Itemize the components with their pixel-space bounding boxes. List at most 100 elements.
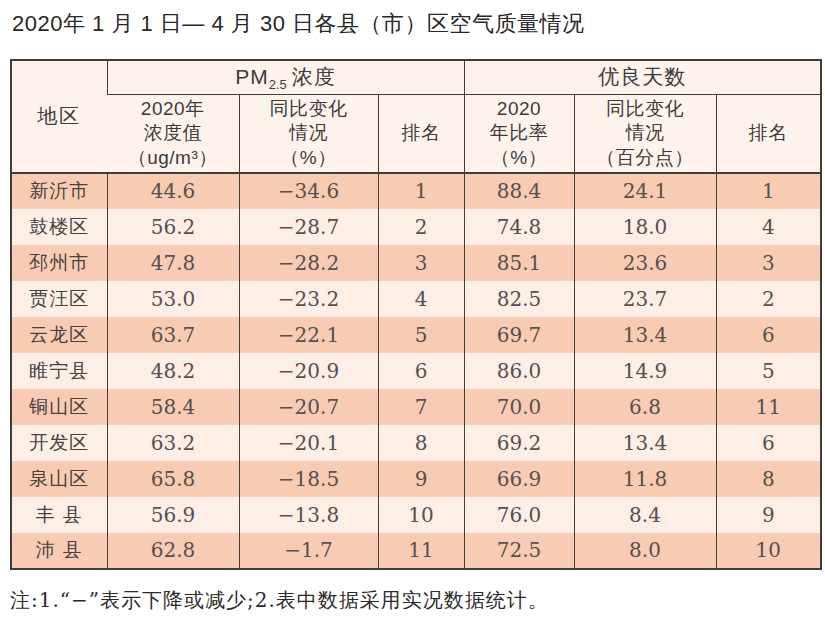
gooddays-ratio-cell: 82.5 (464, 281, 574, 317)
gooddays-rank-cell: 9 (716, 497, 821, 533)
header-line: 情况 (575, 121, 716, 145)
table-row: 沛 县 62.8 −1.7 11 72.5 8.0 10 (11, 533, 821, 569)
region-cell: 云龙区 (11, 317, 107, 353)
header-line: 2020 (465, 97, 574, 121)
table-row: 邳州市 47.8 −28.2 3 85.1 23.6 3 (11, 245, 821, 281)
gooddays-rank-cell: 10 (716, 533, 821, 569)
gooddays-change-cell: 23.7 (574, 281, 716, 317)
pm25-rank-cell: 3 (378, 245, 464, 281)
pm25-change-cell: −23.2 (239, 281, 378, 317)
table-row: 鼓楼区 56.2 −28.7 2 74.8 18.0 4 (11, 209, 821, 245)
region-cell: 开发区 (11, 425, 107, 461)
pm25-value-cell: 47.8 (107, 245, 239, 281)
region-cell: 新沂市 (11, 173, 107, 209)
pm25-rank-cell: 2 (378, 209, 464, 245)
pm25-value-cell: 53.0 (107, 281, 239, 317)
header-line: （百分点） (575, 146, 716, 170)
region-cell: 邳州市 (11, 245, 107, 281)
table-row: 新沂市 44.6 −34.6 1 88.4 24.1 1 (11, 173, 821, 209)
header-line: 浓度值 (107, 121, 239, 145)
pm25-rank-cell: 10 (378, 497, 464, 533)
gooddays-rank-cell: 2 (716, 281, 821, 317)
gooddays-change-cell: 8.0 (574, 533, 716, 569)
gooddays-change-cell: 23.6 (574, 245, 716, 281)
pm25-rank-cell: 9 (378, 461, 464, 497)
gooddays-rank-cell: 8 (716, 461, 821, 497)
pm25-change-cell: −1.7 (239, 533, 378, 569)
region-cell: 铜山区 (11, 389, 107, 425)
pm25-value-cell: 65.8 (107, 461, 239, 497)
gooddays-change-cell: 24.1 (574, 173, 716, 209)
gooddays-ratio-cell: 74.8 (464, 209, 574, 245)
gooddays-change-cell: 14.9 (574, 353, 716, 389)
pm25-change-cell: −22.1 (239, 317, 378, 353)
pm25-value-cell: 56.9 (107, 497, 239, 533)
gooddays-rank-cell: 6 (716, 317, 821, 353)
header-group-row: 地区 PM2.5浓度 优良天数 (11, 60, 821, 95)
pm25-label-suffix: 浓度 (292, 65, 336, 88)
region-cell: 鼓楼区 (11, 209, 107, 245)
header-line: （%） (240, 146, 378, 170)
gooddays-ratio-cell: 85.1 (464, 245, 574, 281)
pm25-value-cell: 48.2 (107, 353, 239, 389)
pm25-change-cell: −34.6 (239, 173, 378, 209)
pm25-change-cell: −28.2 (239, 245, 378, 281)
gooddays-ratio-cell: 66.9 (464, 461, 574, 497)
pm25-change-cell: −28.7 (239, 209, 378, 245)
header-line: （ug/m³） (107, 146, 239, 170)
document-page: 2020年 1 月 1 日— 4 月 30 日各县（市）区空气质量情况 地区 P… (0, 0, 825, 620)
table-row: 云龙区 63.7 −22.1 5 69.7 13.4 6 (11, 317, 821, 353)
page-title: 2020年 1 月 1 日— 4 月 30 日各县（市）区空气质量情况 (12, 9, 818, 39)
col-header-pm25-value: 2020年 浓度值 （ug/m³） (107, 95, 239, 173)
gooddays-ratio-cell: 69.7 (464, 317, 574, 353)
air-quality-table: 地区 PM2.5浓度 优良天数 2020年 浓度值 （ug/m³） 同比变化 情… (10, 59, 822, 570)
col-header-gooddays-rank: 排名 (716, 95, 821, 173)
gooddays-ratio-cell: 86.0 (464, 353, 574, 389)
gooddays-change-cell: 8.4 (574, 497, 716, 533)
table-row: 泉山区 65.8 −18.5 9 66.9 11.8 8 (11, 461, 821, 497)
pm25-label-subscript: 2.5 (269, 77, 287, 92)
gooddays-change-cell: 6.8 (574, 389, 716, 425)
col-header-gooddays-change: 同比变化 情况 （百分点） (574, 95, 716, 173)
pm25-value-cell: 63.2 (107, 425, 239, 461)
gooddays-change-cell: 11.8 (574, 461, 716, 497)
header-sub-row: 2020年 浓度值 （ug/m³） 同比变化 情况 （%） 排名 2020 年比… (11, 95, 821, 173)
header-line: 年比率 (465, 121, 574, 145)
gooddays-rank-cell: 11 (716, 389, 821, 425)
pm25-value-cell: 58.4 (107, 389, 239, 425)
gooddays-ratio-cell: 88.4 (464, 173, 574, 209)
table-row: 贾汪区 53.0 −23.2 4 82.5 23.7 2 (11, 281, 821, 317)
table-row: 铜山区 58.4 −20.7 7 70.0 6.8 11 (11, 389, 821, 425)
pm25-rank-cell: 1 (378, 173, 464, 209)
region-cell: 泉山区 (11, 461, 107, 497)
header-line: 排名 (717, 121, 821, 145)
col-group-pm25: PM2.5 浓度 (107, 60, 464, 95)
pm25-change-cell: −13.8 (239, 497, 378, 533)
pm25-value-cell: 44.6 (107, 173, 239, 209)
header-line: （%） (465, 146, 574, 170)
pm25-label-prefix: PM (235, 65, 269, 88)
pm25-value-cell: 63.7 (107, 317, 239, 353)
pm25-rank-cell: 6 (378, 353, 464, 389)
gooddays-rank-cell: 1 (716, 173, 821, 209)
col-header-pm25-rank: 排名 (378, 95, 464, 173)
gooddays-ratio-cell: 76.0 (464, 497, 574, 533)
gooddays-ratio-cell: 70.0 (464, 389, 574, 425)
table-row: 丰 县 56.9 −13.8 10 76.0 8.4 9 (11, 497, 821, 533)
pm25-change-cell: −20.9 (239, 353, 378, 389)
pm25-rank-cell: 8 (378, 425, 464, 461)
region-cell: 睢宁县 (11, 353, 107, 389)
gooddays-change-cell: 13.4 (574, 317, 716, 353)
header-line: 排名 (379, 121, 464, 145)
gooddays-change-cell: 13.4 (574, 425, 716, 461)
region-cell: 沛 县 (11, 533, 107, 569)
header-line: 同比变化 (240, 97, 378, 121)
pm25-value-cell: 62.8 (107, 533, 239, 569)
table-row: 睢宁县 48.2 −20.9 6 86.0 14.9 5 (11, 353, 821, 389)
header-line: 情况 (240, 121, 378, 145)
gooddays-change-cell: 18.0 (574, 209, 716, 245)
gooddays-rank-cell: 3 (716, 245, 821, 281)
pm25-rank-cell: 7 (378, 389, 464, 425)
pm25-rank-cell: 5 (378, 317, 464, 353)
pm25-rank-cell: 4 (378, 281, 464, 317)
